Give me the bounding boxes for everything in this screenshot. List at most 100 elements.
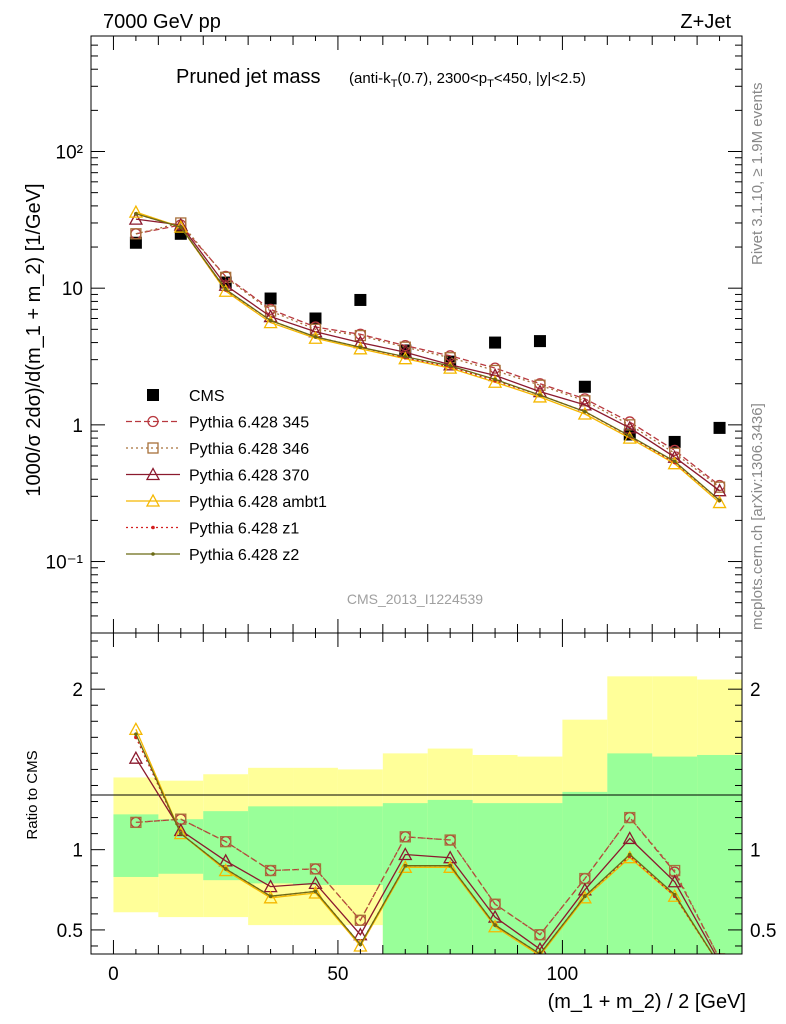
ratio-point-3-4	[308, 885, 323, 899]
legend-marker-2	[147, 442, 159, 454]
legend-label-5: Pythia 6.428 z1	[189, 521, 299, 538]
analysis-watermark: CMS_2013_I1224539	[347, 591, 483, 607]
ratio-point-5-2	[223, 867, 228, 871]
ratio-point-1-5	[354, 914, 367, 926]
band-green-12	[652, 756, 698, 954]
ratio-point-1-9	[534, 929, 546, 941]
chart-title-main: Pruned jet mass	[176, 66, 321, 88]
ratio-point-5-11	[627, 852, 632, 857]
series-5	[134, 212, 722, 503]
band-green-6	[382, 803, 428, 954]
ratio-point-1-13	[713, 953, 726, 954]
point-6-0	[134, 212, 138, 216]
legend-label-4: Pythia 6.428 ambt1	[189, 494, 327, 511]
energy-label: 7000 GeV pp	[103, 11, 221, 33]
point-4-7	[443, 360, 458, 374]
axes: 10⁻¹ 1 10 10² 0 50 100 0.5 0.5 1 1 2 2	[46, 35, 776, 985]
legend-label-3: Pythia 6.428 370	[189, 468, 309, 485]
ratio-point-2-6	[398, 847, 413, 861]
legend-marker-6	[151, 552, 155, 556]
band-green-4	[293, 806, 338, 885]
ratio-line-3	[135, 729, 714, 954]
point-0-0	[129, 236, 142, 249]
legend-marker-4	[145, 493, 161, 507]
series-line-5	[135, 213, 721, 501]
chart-title-detail: (anti-kT(0.7), 2300<pT<450, |y|<2.5)	[349, 70, 586, 90]
ratio-point-2-11	[622, 831, 637, 845]
ratio-line-2	[135, 757, 716, 954]
series-line-3	[135, 218, 720, 492]
point-3-1	[173, 217, 188, 231]
point-0-3	[264, 292, 277, 305]
ratio-point-5-4	[313, 889, 318, 894]
ratio-point-3-7	[443, 859, 458, 873]
process-label: Z+Jet	[680, 11, 731, 33]
series-4	[128, 204, 727, 509]
series-line-4	[135, 211, 721, 504]
point-3-7	[443, 357, 458, 371]
mcplots-label: mcplots.cern.ch [arXiv:1306.3436]	[749, 403, 766, 630]
band-green-8	[472, 803, 518, 954]
legend-item-3: Pythia 6.428 370	[126, 467, 309, 485]
ratio-line-0	[135, 816, 718, 954]
point-0-12	[668, 435, 681, 448]
point-2-2	[220, 271, 232, 284]
legend: CMS Pythia 6.428 345 Pythia 6.428 346 Pythi…	[126, 388, 327, 564]
point-6-13	[717, 498, 722, 503]
ratio-point-5-5	[358, 942, 363, 947]
ratio-point-3-3	[263, 890, 278, 904]
ratio-point-5-10	[583, 894, 587, 899]
ratio-point-3-8	[487, 919, 503, 933]
point-6-11	[627, 434, 632, 438]
ratio-y-tick-label-left: 2	[72, 680, 83, 701]
ratio-point-1-3	[264, 864, 277, 877]
point-6-4	[313, 335, 318, 339]
point-4-13	[712, 495, 727, 509]
main-plot-frame	[90, 35, 743, 634]
ratio-y-tick-label-right: 1	[750, 841, 761, 862]
band-green-5	[337, 806, 383, 885]
rivet-version-label: Rivet 3.1.10, ≥ 1.9M events	[749, 83, 766, 266]
legend-item-2: Pythia 6.428 346	[126, 441, 309, 458]
ratio-point-1-6	[399, 831, 411, 843]
ratio-point-1-8	[489, 898, 501, 910]
point-6-8	[493, 377, 497, 382]
x-tick-label: 0	[108, 964, 119, 985]
band-green-10	[562, 791, 608, 954]
ratio-point-2-13	[714, 956, 726, 967]
title-part-1: (anti-k	[349, 70, 391, 87]
point-0-8	[489, 336, 502, 349]
ratio-point-3-12	[667, 888, 682, 902]
ratio-point-5-1	[178, 831, 183, 836]
point-2-4	[309, 323, 322, 335]
y-tick-label: 1	[72, 416, 83, 437]
point-6-12	[672, 459, 677, 464]
legend-item-0: CMS	[147, 388, 225, 405]
point-4-0	[128, 204, 143, 218]
legend-marker-3	[145, 467, 161, 481]
title-part-4: T	[487, 78, 494, 90]
y-axis-label-top: 1000/σ 2dσ)/d(m_1 + m_2) [1/GeV]	[23, 183, 45, 496]
band-green-3	[248, 806, 294, 884]
x-axis-label: (m_1 + m_2) / 2 [GeV]	[548, 991, 746, 1013]
legend-label-1: Pythia 6.428 345	[189, 415, 309, 432]
ratio-point-1-11	[624, 811, 636, 824]
y-axis-label-ratio: Ratio to CMS	[24, 750, 41, 839]
legend-label-6: Pythia 6.428 z2	[189, 547, 299, 564]
ratio-point-2-4	[308, 876, 323, 890]
ratio-point-0-13	[716, 953, 723, 954]
point-6-5	[358, 345, 363, 349]
ratio-point-5-6	[403, 863, 408, 868]
ratio-point-2-12	[667, 874, 682, 888]
band-green-0	[113, 814, 159, 877]
ratio-point-5-7	[448, 863, 452, 868]
ratio-series-1	[130, 811, 726, 954]
band-green-13	[697, 754, 742, 954]
point-2-5	[354, 329, 367, 342]
ratio-series-5	[134, 732, 714, 954]
series-line-6	[135, 213, 721, 501]
ratio-point-1-7	[444, 834, 456, 846]
title-part-3: (0.7), 2300<p	[397, 70, 487, 87]
point-2-10	[579, 395, 591, 407]
